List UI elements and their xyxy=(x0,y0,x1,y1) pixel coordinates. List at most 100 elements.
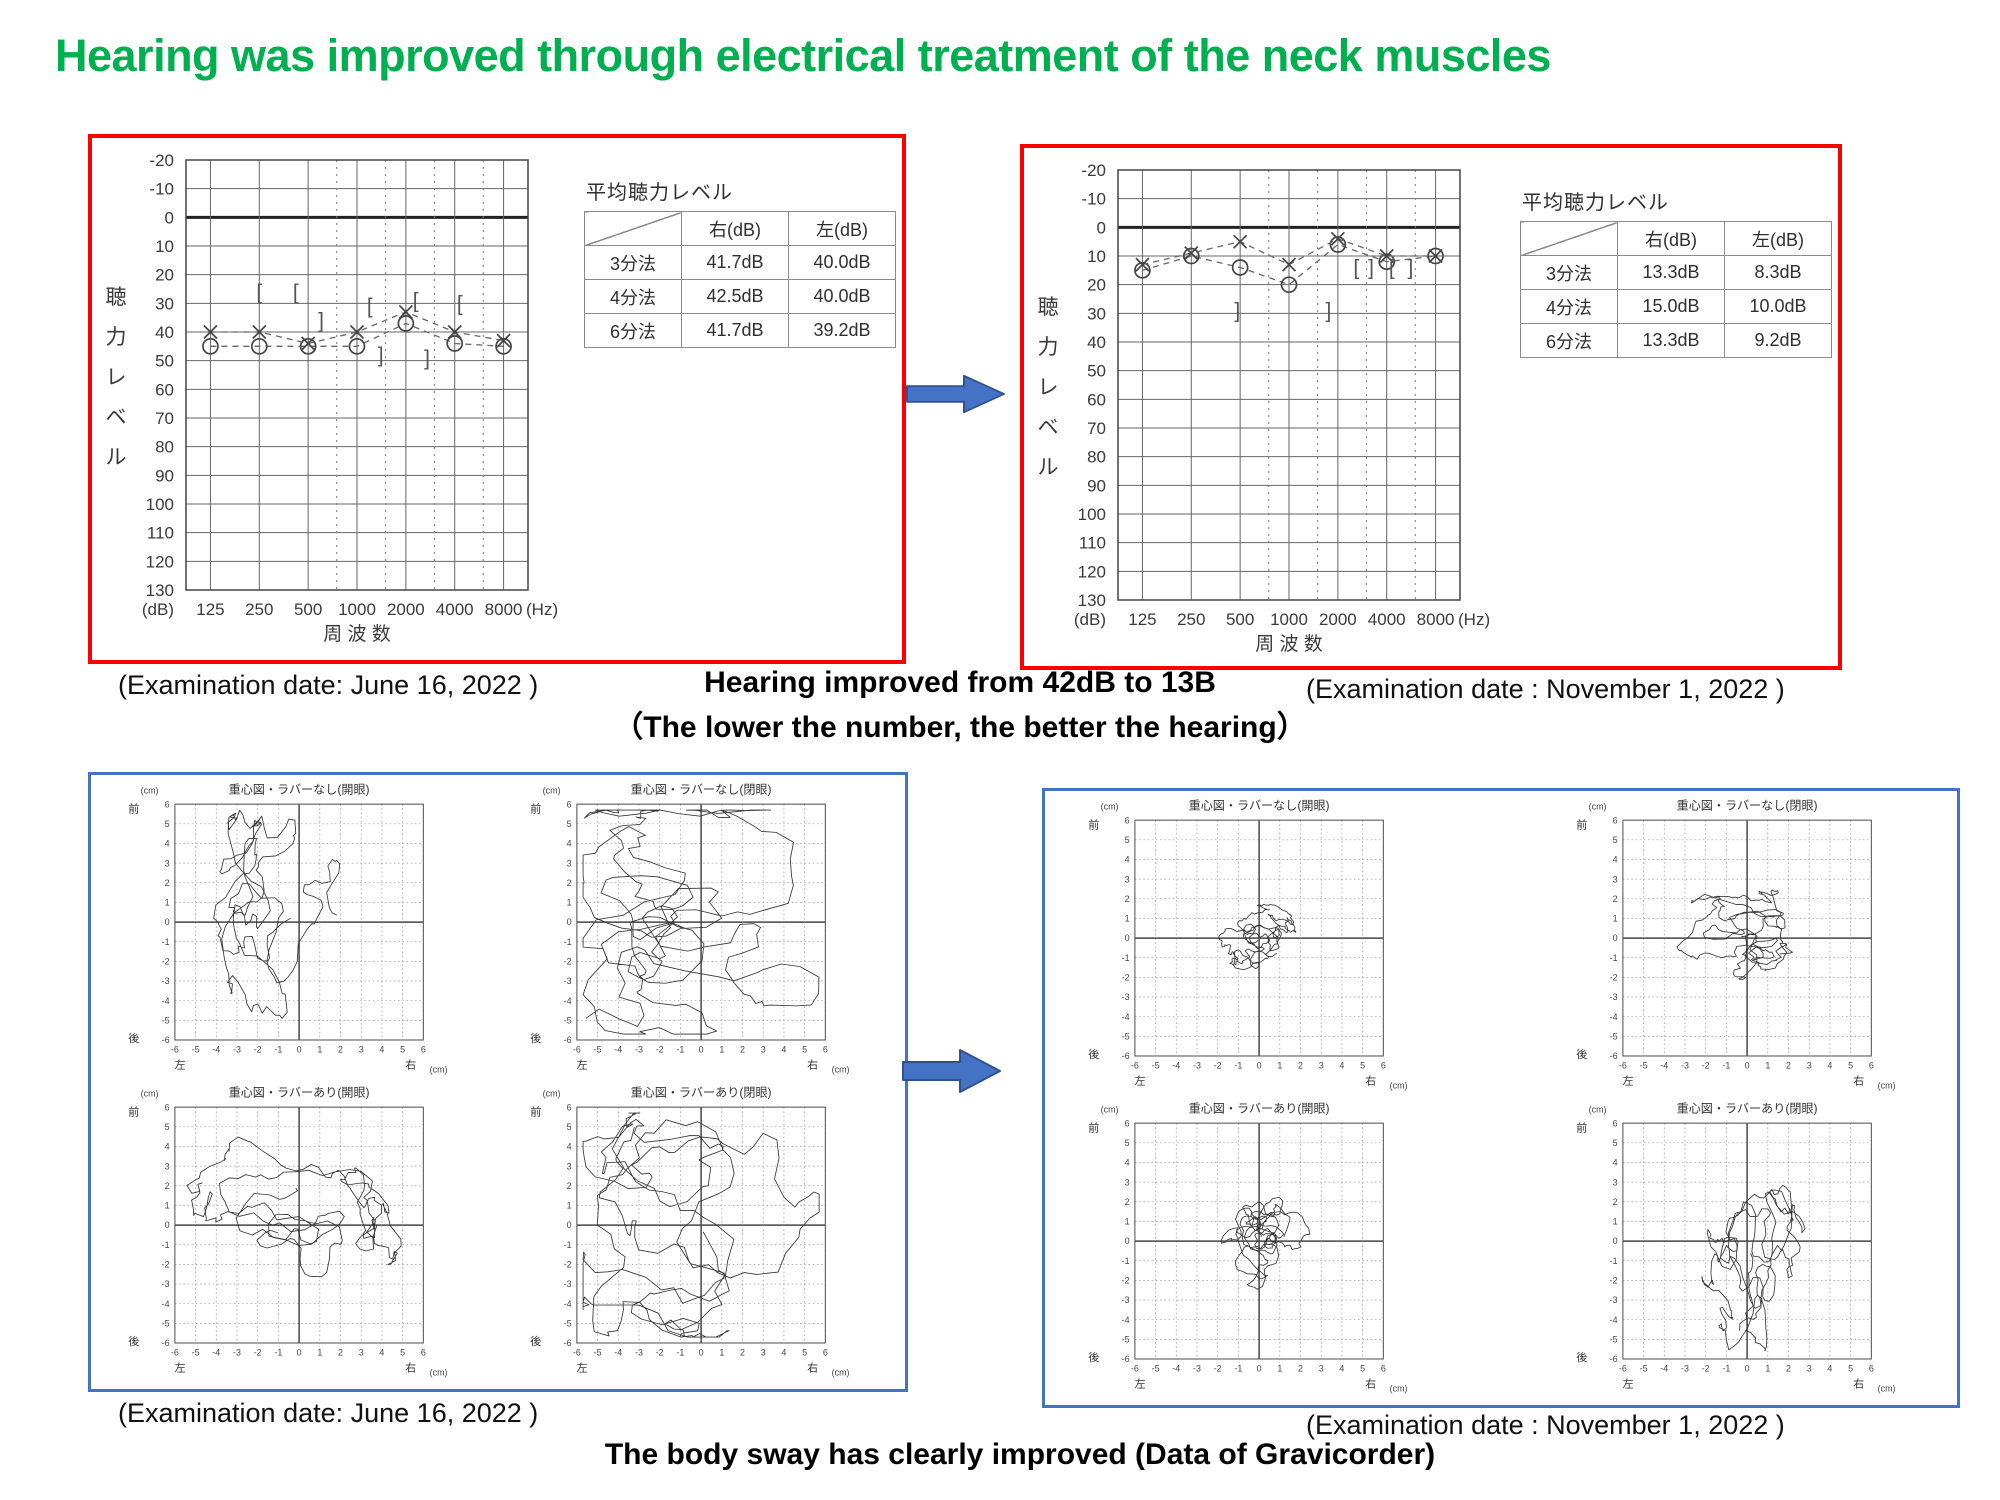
right-ear-marker xyxy=(1329,236,1347,253)
svg-text:3: 3 xyxy=(1125,1177,1130,1187)
svg-text:-10: -10 xyxy=(1081,190,1106,209)
sway-trace xyxy=(582,1112,820,1338)
svg-text:5: 5 xyxy=(802,1045,807,1055)
svg-text:0: 0 xyxy=(699,1348,704,1358)
svg-text:]: ] xyxy=(318,310,324,333)
svg-text:左: 左 xyxy=(577,1361,588,1374)
svg-text:-6: -6 xyxy=(564,1035,572,1045)
table-cell: 40.0dB xyxy=(788,245,896,280)
svg-text:重心図・ラバーあり(閉眼): 重心図・ラバーあり(閉眼) xyxy=(1677,1102,1818,1116)
svg-text:5: 5 xyxy=(165,1122,170,1132)
svg-text:前: 前 xyxy=(530,1105,541,1119)
svg-text:(cm): (cm) xyxy=(1589,1105,1607,1115)
svg-text:-4: -4 xyxy=(564,996,572,1006)
table-col-header: 右(dB) xyxy=(681,211,789,246)
audiogram-panel-june: -20 -10 0 10 20 30 40 50 60 70 80 90 100 110 120 130 125… xyxy=(88,134,906,664)
svg-text:0: 0 xyxy=(699,1045,704,1055)
svg-text:(cm): (cm) xyxy=(1589,802,1607,812)
svg-text:2: 2 xyxy=(567,1181,572,1191)
svg-text:後: 後 xyxy=(128,1031,139,1045)
svg-text:左: 左 xyxy=(175,1361,186,1374)
svg-text:6: 6 xyxy=(823,1045,828,1055)
svg-text:-4: -4 xyxy=(614,1348,622,1358)
svg-text:5: 5 xyxy=(802,1348,807,1358)
svg-text:-2: -2 xyxy=(1214,1061,1222,1071)
svg-text:右: 右 xyxy=(1853,1376,1864,1390)
right-ear-marker xyxy=(446,335,464,352)
svg-text:-1: -1 xyxy=(676,1348,684,1358)
svg-text:重心図・ラバーあり(閉眼): 重心図・ラバーあり(閉眼) xyxy=(631,1086,772,1100)
right-ear-marker xyxy=(1378,253,1396,271)
svg-text:-4: -4 xyxy=(162,1299,170,1309)
svg-text:-5: -5 xyxy=(192,1045,200,1055)
svg-text:1: 1 xyxy=(1613,914,1618,924)
svg-text:4000: 4000 xyxy=(1368,610,1406,629)
svg-text:-6: -6 xyxy=(162,1035,170,1045)
svg-text:5: 5 xyxy=(567,819,572,829)
table-cell: 39.2dB xyxy=(788,313,896,348)
svg-text:6: 6 xyxy=(1869,1061,1874,1071)
svg-text:-20: -20 xyxy=(149,151,174,170)
svg-text:後: 後 xyxy=(128,1334,139,1348)
right-ear-marker xyxy=(1182,247,1200,265)
table-cell: 40.0dB xyxy=(788,279,896,314)
svg-text:2: 2 xyxy=(165,878,170,888)
svg-text:周 波 数: 周 波 数 xyxy=(323,623,391,642)
svg-text:(cm): (cm) xyxy=(1390,1384,1408,1394)
sway-chart-november-no-rubber-eyes-open: -6-6 -5 -5 -4 -4 -3 -3 -2 -2 -1 -1 0 0 1 1 2 2 3 3 4 4 5 5 6 6 重心… xyxy=(1088,799,1407,1091)
svg-text:前: 前 xyxy=(1088,1121,1099,1135)
svg-text:]: ] xyxy=(378,344,384,367)
right-ear-marker xyxy=(1134,261,1151,279)
svg-text:2: 2 xyxy=(567,878,572,888)
svg-text:5: 5 xyxy=(1848,1061,1853,1071)
svg-text:6: 6 xyxy=(165,1102,170,1112)
svg-text:4: 4 xyxy=(781,1348,786,1358)
svg-text:3: 3 xyxy=(359,1348,364,1358)
svg-text:-3: -3 xyxy=(564,976,572,986)
svg-text:4: 4 xyxy=(1339,1061,1344,1071)
svg-text:右: 右 xyxy=(405,1360,416,1374)
svg-text:1: 1 xyxy=(1765,1364,1770,1374)
svg-text:5: 5 xyxy=(567,1122,572,1132)
svg-text:-5: -5 xyxy=(564,1015,572,1025)
svg-text:-1: -1 xyxy=(274,1348,282,1358)
svg-text:聴: 聴 xyxy=(106,286,127,309)
svg-text:-6: -6 xyxy=(162,1338,170,1348)
svg-text:4: 4 xyxy=(165,1142,170,1152)
svg-text:250: 250 xyxy=(245,600,273,619)
svg-text:左: 左 xyxy=(577,1058,588,1071)
table-cell: 8.3dB xyxy=(1724,255,1832,290)
svg-text:60: 60 xyxy=(155,380,174,399)
svg-text:ル: ル xyxy=(106,446,127,469)
svg-text:5: 5 xyxy=(400,1348,405,1358)
svg-text:-5: -5 xyxy=(162,1015,170,1025)
sway-chart-november-rubber-eyes-closed: -6-6 -5 -5 -4 -4 -3 -3 -2 -2 -1 -1 0 0 1 1 2 2 3 3 4 4 5 5 6 6 重心… xyxy=(1576,1102,1895,1394)
svg-text:3: 3 xyxy=(761,1348,766,1358)
svg-text:4: 4 xyxy=(1613,1158,1618,1168)
svg-text:右: 右 xyxy=(807,1360,818,1374)
svg-text:0: 0 xyxy=(165,208,174,227)
svg-text:6: 6 xyxy=(823,1348,828,1358)
svg-text:-2: -2 xyxy=(162,957,170,967)
svg-text:(dB): (dB) xyxy=(142,600,174,619)
svg-text:3: 3 xyxy=(1807,1061,1812,1071)
svg-text:重心図・ラバーなし(閉眼): 重心図・ラバーなし(閉眼) xyxy=(631,783,772,797)
table-row-header: 3分法 xyxy=(584,245,682,280)
svg-text:-5: -5 xyxy=(162,1318,170,1328)
svg-text:(cm): (cm) xyxy=(832,1065,850,1075)
svg-text:-4: -4 xyxy=(212,1348,220,1358)
average-hearing-table-june: 平均聴力レベル 右(dB) 左(dB) 3分法 41.7dB 40.0dB 4分法 42.5… xyxy=(584,176,896,348)
svg-text:3: 3 xyxy=(1613,1177,1618,1187)
table-row: 3分法 13.3dB 8.3dB xyxy=(1520,255,1832,290)
svg-text:4: 4 xyxy=(781,1045,786,1055)
svg-text:1: 1 xyxy=(567,1201,572,1211)
svg-text:-1: -1 xyxy=(1122,953,1130,963)
svg-text:左: 左 xyxy=(1623,1377,1634,1390)
svg-text:20: 20 xyxy=(1087,276,1106,295)
svg-text:-2: -2 xyxy=(1122,973,1130,983)
svg-text:重心図・ラバーあり(開眼): 重心図・ラバーあり(開眼) xyxy=(1189,1102,1330,1116)
right-ear-marker xyxy=(299,337,317,355)
svg-text:前: 前 xyxy=(128,1105,139,1119)
svg-text:[: [ xyxy=(413,289,419,312)
svg-text:[: [ xyxy=(1389,256,1395,279)
